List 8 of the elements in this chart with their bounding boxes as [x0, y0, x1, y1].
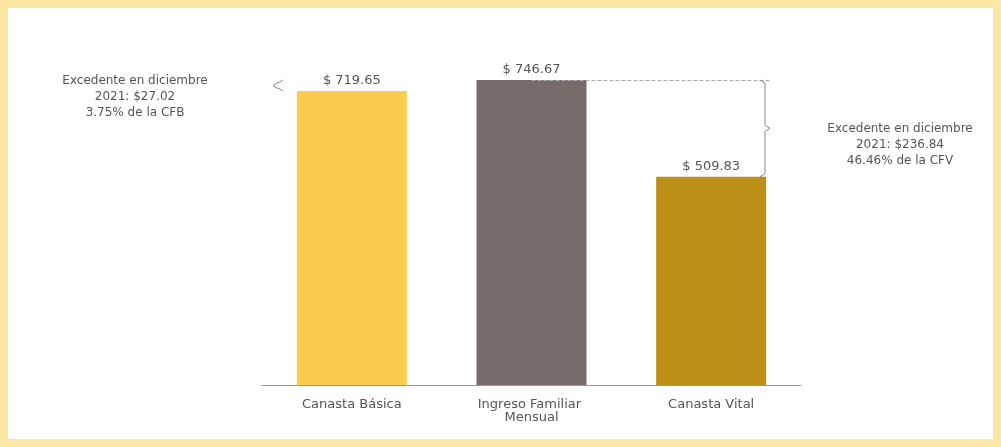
data-label: $ 719.65: [322, 72, 381, 88]
data-label: $ 509.83: [682, 157, 741, 173]
x-tick-label: Canasta Básica: [302, 396, 402, 411]
x-tick-label: Ingreso Familiar Mensual: [477, 396, 586, 424]
text: Excedente en diciembre 2021: $236.84 46.46% de la CFV: [827, 121, 973, 167]
data-label: $ 746.67: [502, 61, 561, 76]
text: Excedente en diciembre 2021: $27.02 3.75% de la CFB: [62, 73, 208, 119]
x-tick-label: Canasta Vital: [668, 396, 755, 411]
